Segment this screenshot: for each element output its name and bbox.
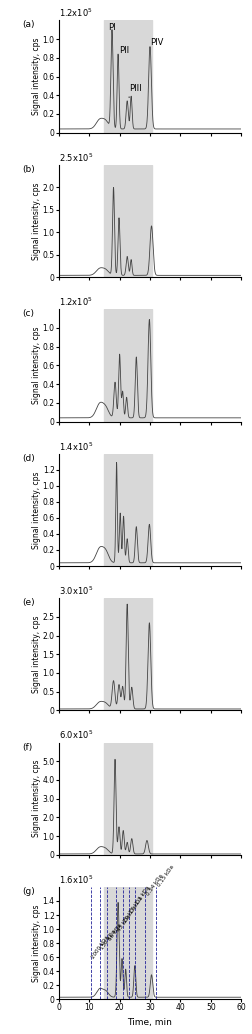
Text: 6.0x10$^{5}$: 6.0x10$^{5}$	[58, 729, 93, 741]
Text: 1.3 kDa: 1.3 kDa	[135, 885, 151, 906]
Y-axis label: Signal intensity, cps: Signal intensity, cps	[32, 182, 41, 260]
Bar	[104, 598, 151, 710]
Bar	[104, 742, 151, 855]
Text: 0.15 kDa: 0.15 kDa	[156, 864, 174, 888]
Text: 1.2x10$^{5}$: 1.2x10$^{5}$	[58, 7, 92, 20]
Text: 150 kDa: 150 kDa	[100, 930, 117, 951]
Text: 3.0x10$^{5}$: 3.0x10$^{5}$	[58, 584, 93, 597]
Text: 2.5x10$^{5}$: 2.5x10$^{5}$	[58, 151, 93, 163]
Bar	[104, 454, 151, 566]
Text: (c): (c)	[22, 309, 34, 318]
Text: (d): (d)	[22, 454, 35, 462]
Y-axis label: Signal intensity, cps: Signal intensity, cps	[32, 760, 41, 838]
Text: PIV: PIV	[150, 38, 163, 48]
Bar	[104, 21, 151, 132]
Text: (a): (a)	[22, 21, 35, 29]
Text: 1.4x10$^{5}$: 1.4x10$^{5}$	[58, 440, 93, 453]
Text: (g): (g)	[22, 887, 35, 895]
Y-axis label: Signal intensity, cps: Signal intensity, cps	[32, 38, 41, 115]
Text: 0.54 kDa: 0.54 kDa	[145, 874, 164, 898]
Text: PI: PI	[108, 23, 115, 32]
Y-axis label: Signal intensity, cps: Signal intensity, cps	[32, 327, 41, 404]
X-axis label: Time, min: Time, min	[127, 1018, 172, 1027]
Text: 1.6x10$^{5}$: 1.6x10$^{5}$	[58, 874, 93, 886]
Bar	[104, 309, 151, 422]
Y-axis label: Signal intensity, cps: Signal intensity, cps	[32, 615, 41, 693]
Y-axis label: Signal intensity, cps: Signal intensity, cps	[32, 472, 41, 549]
Text: 29 kDa: 29 kDa	[122, 905, 138, 924]
Text: (e): (e)	[22, 598, 35, 607]
Text: 17 kDa: 17 kDa	[129, 896, 144, 915]
Text: (b): (b)	[22, 164, 35, 174]
Text: 45 kDa: 45 kDa	[116, 914, 131, 933]
Bar	[104, 887, 151, 999]
Text: 2000 kDa: 2000 kDa	[91, 935, 110, 960]
Bar	[104, 164, 151, 277]
Text: 1.2x10$^{5}$: 1.2x10$^{5}$	[58, 296, 92, 308]
Text: PIII: PIII	[128, 85, 141, 93]
Text: 66 kDa: 66 kDa	[107, 923, 123, 942]
Text: (f): (f)	[22, 742, 33, 752]
Text: PII: PII	[118, 45, 128, 55]
Y-axis label: Signal intensity, cps: Signal intensity, cps	[32, 905, 41, 982]
